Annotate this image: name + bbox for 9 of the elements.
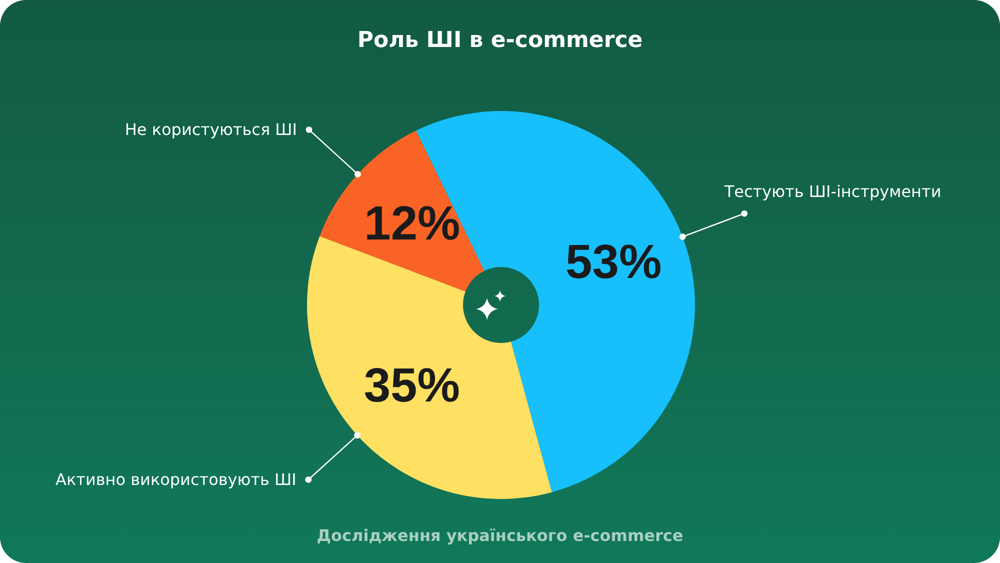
- text: Дослідження українського e-commerce: [316, 526, 684, 545]
- donut-slice: [320, 130, 484, 292]
- data-label: 35%: [364, 359, 460, 412]
- slice-label: Активно використовують ШІ: [56, 470, 296, 490]
- chart-title: Роль ШІ в e-commerce: [356, 28, 644, 53]
- data-label: 12%: [364, 197, 460, 250]
- slice-label: Не користуються ШІ: [124, 120, 297, 140]
- data-label: 53%: [566, 236, 662, 290]
- slice-label: Тестують ШІ-інструменти: [723, 182, 942, 202]
